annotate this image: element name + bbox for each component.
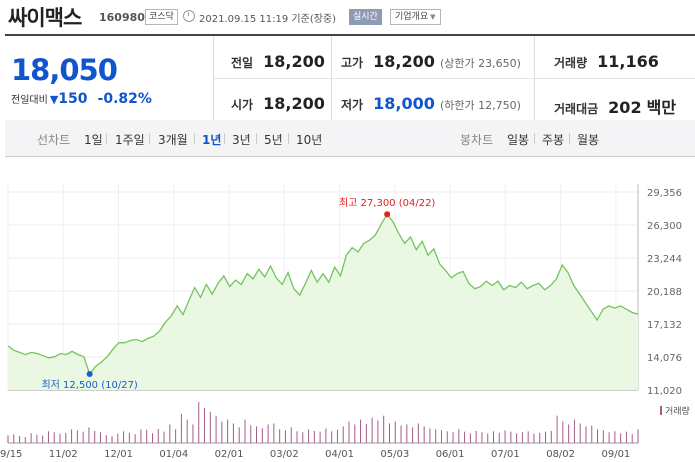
x-tick-label: 11/02 bbox=[49, 449, 78, 460]
y-tick-label: 17,132 bbox=[647, 320, 682, 331]
current-price: 18,050 bbox=[11, 53, 118, 87]
trade-amount: 거래대금 202 백만 bbox=[554, 98, 677, 117]
current-price-box: 18,050 전일대비 ▼150 -0.82% bbox=[5, 36, 214, 121]
low-price: 저가 18,000 (하한가 12,750) bbox=[341, 94, 521, 113]
price-area bbox=[8, 214, 638, 390]
clock-icon bbox=[183, 10, 195, 22]
tab-5year[interactable]: 5년 bbox=[264, 133, 283, 147]
x-tick-label: 07/01 bbox=[491, 449, 520, 460]
low-label: 최저 12,500 (10/27) bbox=[41, 379, 137, 391]
x-axis-labels: 09/15 11/02 12/01 01/04 02/01 03/02 04/01 05/03… bbox=[0, 449, 630, 460]
x-tick-label: 05/03 bbox=[380, 449, 409, 460]
header: 싸이맥스 160980 코스닥 2021.09.15 11:19 기준(장중) … bbox=[0, 0, 695, 34]
x-tick-label: 08/02 bbox=[546, 449, 575, 460]
x-tick-label: 06/01 bbox=[436, 449, 465, 460]
tab-1week[interactable]: 1주일 bbox=[115, 133, 145, 147]
x-tick-label: 02/01 bbox=[215, 449, 244, 460]
price-summary: 18,050 전일대비 ▼150 -0.82% 전일 18,200 시가 18,200 … bbox=[5, 34, 695, 122]
tab-weekly[interactable]: 주봉 bbox=[542, 133, 565, 147]
tab-1day[interactable]: 1일 bbox=[84, 133, 103, 147]
x-tick-label: 12/01 bbox=[104, 449, 133, 460]
price-chart: 29,356 26,300 23,244 20,188 17,132 14,076 11,0… bbox=[0, 184, 690, 460]
tab-3month[interactable]: 3개월 bbox=[158, 133, 188, 147]
live-badge: 실시간 bbox=[349, 9, 382, 25]
line-chart-label: 선차트 bbox=[37, 133, 71, 147]
y-tick-label: 11,020 bbox=[647, 386, 682, 397]
tab-3year[interactable]: 3년 bbox=[232, 133, 251, 147]
tab-separator bbox=[569, 133, 570, 144]
change-value: 150 bbox=[58, 91, 88, 107]
tab-separator bbox=[256, 133, 257, 144]
chart-markers: 최고 27,300 (04/22) 최저 12,500 (10/27) bbox=[41, 197, 435, 391]
x-tick-label: 01/04 bbox=[159, 449, 188, 460]
high-price: 고가 18,200 (상한가 23,650) bbox=[341, 52, 521, 71]
tab-separator bbox=[534, 133, 535, 144]
market-badge: 코스닥 bbox=[145, 9, 178, 25]
tab-separator bbox=[288, 133, 289, 144]
volume: 거래량 11,166 bbox=[554, 52, 659, 71]
tab-separator bbox=[224, 133, 225, 144]
high-label: 최고 27,300 (04/22) bbox=[339, 197, 435, 209]
stock-code: 160980 bbox=[99, 11, 145, 24]
x-tick-label: 09/15 bbox=[0, 449, 22, 460]
volume-legend-label: 거래량 bbox=[665, 405, 690, 417]
x-tick-label: 03/02 bbox=[270, 449, 299, 460]
y-axis-labels: 29,356 26,300 23,244 20,188 17,132 14,076 11,0… bbox=[647, 188, 682, 397]
chevron-down-icon: ▼ bbox=[430, 13, 436, 21]
change-percent: -0.82% bbox=[97, 91, 152, 107]
tab-1year[interactable]: 1년 bbox=[202, 133, 222, 147]
y-tick-label: 26,300 bbox=[647, 221, 682, 232]
company-overview-button[interactable]: 기업개요 ▼ bbox=[390, 9, 441, 25]
tab-monthly[interactable]: 월봉 bbox=[577, 133, 600, 147]
open-price: 시가 18,200 bbox=[231, 94, 325, 113]
y-tick-label: 29,356 bbox=[647, 188, 682, 199]
y-tick-label: 23,244 bbox=[647, 254, 682, 265]
summary-divider bbox=[214, 78, 695, 79]
company-overview-label: 기업개요 bbox=[395, 12, 429, 22]
y-tick-label: 14,076 bbox=[647, 353, 682, 364]
high-marker bbox=[384, 211, 391, 218]
down-triangle-icon: ▼ bbox=[49, 93, 59, 106]
price-line bbox=[7, 213, 639, 376]
volume-bars: 거래량 bbox=[7, 402, 690, 444]
candle-chart-label: 봉차트 bbox=[460, 133, 494, 147]
volume-legend-swatch bbox=[660, 406, 662, 415]
x-tick-label: 04/01 bbox=[325, 449, 354, 460]
period-tabbar: 선차트 1일 1주일 3개월 1년 3년 5년 10년 봉차트 일봉 주봉 월봉 bbox=[5, 120, 695, 157]
tab-separator bbox=[106, 133, 107, 144]
tab-daily[interactable]: 일봉 bbox=[507, 133, 530, 147]
y-tick-label: 20,188 bbox=[647, 287, 682, 298]
x-tick-label: 09/01 bbox=[601, 449, 630, 460]
tab-separator bbox=[149, 133, 150, 144]
column-divider bbox=[331, 36, 332, 121]
tab-separator bbox=[194, 133, 195, 144]
change-label: 전일대비 bbox=[11, 95, 48, 106]
low-marker bbox=[86, 371, 93, 378]
column-divider bbox=[534, 36, 535, 121]
timestamp: 2021.09.15 11:19 기준(장중) bbox=[199, 14, 337, 25]
prev-close: 전일 18,200 bbox=[231, 52, 325, 71]
stock-name: 싸이맥스 bbox=[8, 6, 82, 30]
tab-10year[interactable]: 10년 bbox=[296, 133, 323, 147]
change-row: 전일대비 ▼150 -0.82% bbox=[11, 91, 152, 107]
